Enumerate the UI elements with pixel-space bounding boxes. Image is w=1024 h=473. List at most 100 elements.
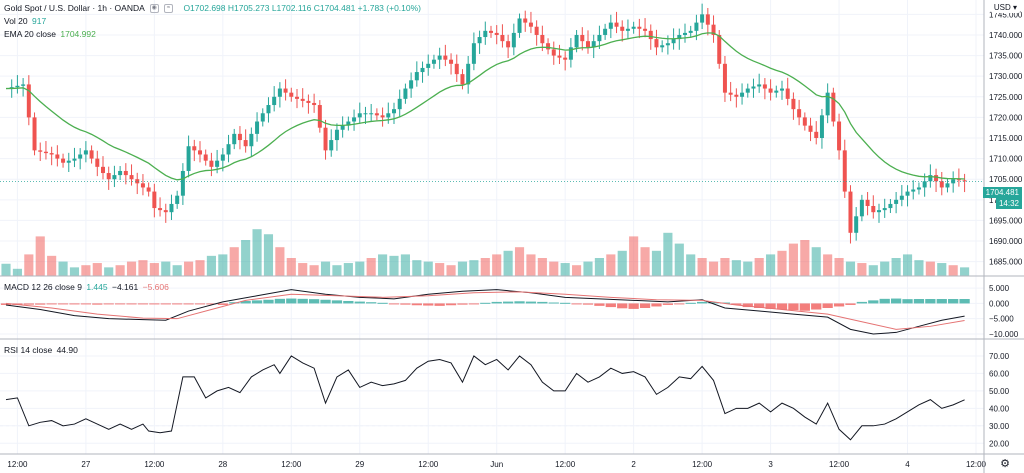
macd-hist-bar [366,302,377,304]
candle [192,139,197,162]
candle-body [637,26,642,29]
candle-body [894,199,899,204]
candle-body [466,63,471,85]
candle-body [825,92,830,116]
macd-hist-bar [811,303,822,310]
macd-hist-bar [833,303,845,307]
candle-body [580,34,585,42]
volume-bar [332,265,342,276]
rsi-tick-label: 40.00 [989,404,1010,413]
volume-bar [651,250,662,276]
candle-body [677,34,682,40]
candle-body [323,127,328,151]
candle [95,150,100,177]
macd-legend: MACD 12 26 close 9 1.445 −4.161 −5.606 [4,281,169,293]
price-axis[interactable]: 1685.0001690.0001695.0001700.0001705.000… [989,10,1023,266]
candle-body [226,144,231,155]
volume-bar [526,254,536,276]
candle-body [625,28,630,31]
candle [597,25,602,49]
volume-bar [937,263,947,276]
candle [312,93,317,113]
price-tick-label: 1685.000 [989,258,1023,267]
candle-body [380,115,385,118]
candle-body [186,146,191,171]
candle-body [180,170,185,196]
candle [854,207,859,241]
candle [939,172,944,196]
macd-hist-bar [194,303,206,305]
ema-label[interactable]: EMA 20 close [4,29,56,39]
candle [859,194,864,222]
eye-icon[interactable]: ◉ [149,4,159,14]
volume-bar [572,265,582,276]
candle [289,87,294,102]
macd-hist-bar [308,299,320,304]
candle-body [312,102,317,106]
price-tick-label: 1740.000 [989,31,1023,40]
currency-selector[interactable]: USD ▾ [990,2,1020,13]
candle-body [295,96,299,99]
candle-body [745,88,750,93]
candle [26,75,31,126]
candle-body [705,14,710,25]
candle [780,80,784,100]
macd-hist-bar [525,301,537,304]
macd-axis[interactable]: 5.000 0.000 −5.000 −10.000 [989,284,1019,339]
candle [180,163,185,205]
candle-body [15,85,20,88]
macd-hist-bar [400,303,411,305]
volume-bar [788,243,798,276]
rsi-band-fill [0,356,984,426]
candle-body [814,131,819,138]
volume-bar [126,261,137,276]
candle-body [546,43,551,50]
volume-bar [743,261,753,276]
volume-bar [834,258,844,276]
gear-icon[interactable]: ⚙ [1000,458,1010,470]
volume-bar [286,258,296,276]
volume-label[interactable]: Vol 20 [4,16,28,26]
candle-body [654,39,659,48]
candle-body [38,150,43,152]
candle [751,78,756,98]
rsi-label[interactable]: RSI 14 close [4,345,53,355]
candle [563,51,568,71]
macd-hist-bar [799,303,810,311]
candle-body [215,160,220,167]
candle [757,73,762,93]
volume-bar [800,240,810,276]
candle-body [471,43,476,64]
symbol-title[interactable]: Gold Spot / U.S. Dollar · 1h · OANDA [4,3,145,13]
candle-body [443,55,448,60]
macd-hist-bar [229,302,240,304]
macd-hist-value: 1.445 [86,282,108,292]
macd-hist-bar [57,303,69,305]
macd-hist-bar [468,303,480,305]
candle [683,23,687,43]
price-tick-label: 1695.000 [989,216,1023,225]
volume-bar [58,261,68,276]
candle-body [563,57,568,60]
macd-hist-bar [582,303,594,305]
rsi-line [5,355,965,441]
candle-body [591,41,596,48]
time-tick-label: 12:00 [144,460,165,469]
candle [819,108,824,149]
volume-bar [389,255,399,276]
macd-hist-bar [548,302,559,304]
candle-body [414,72,419,81]
candle [620,20,625,42]
rsi-tick-label: 30.00 [989,422,1010,431]
macd-hist-bar [948,299,959,304]
candle-body [374,113,379,116]
volume-bar [252,229,262,276]
volume-bar [731,260,741,276]
compare-icon[interactable]: ≈ [164,4,174,14]
time-axis[interactable]: 12:00 27 12:00 28 12:00 29 12:00 Jun 12:00 2 12:00… [7,460,986,469]
candle [551,41,556,65]
rsi-axis[interactable]: 20.00 30.00 40.00 50.00 60.00 70.00 [989,352,1010,448]
macd-label[interactable]: MACD 12 26 close 9 [4,282,82,292]
candle [226,134,231,163]
